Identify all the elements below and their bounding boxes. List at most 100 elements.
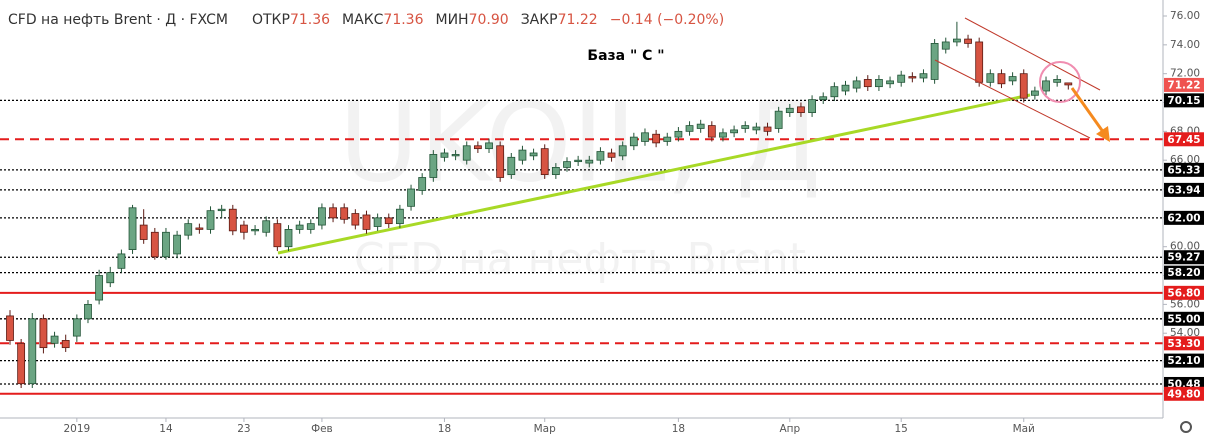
- candle-body: [964, 38, 972, 44]
- candle-body: [707, 125, 716, 138]
- change: −0.14 (−0.20%): [610, 12, 724, 28]
- candle-body: [953, 38, 961, 43]
- candle-body: [184, 223, 193, 236]
- level-label-box: [1164, 210, 1204, 225]
- x-tick-label: Май: [1013, 423, 1035, 435]
- level-label-box: [1164, 93, 1204, 108]
- candle-body: [95, 275, 104, 301]
- candle-body: [663, 136, 672, 142]
- y-tick-label: 56.00: [1170, 298, 1200, 310]
- candle-body: [975, 41, 984, 83]
- candle-body: [195, 227, 204, 230]
- level-label-box: [1164, 182, 1204, 197]
- candle-body: [841, 84, 850, 92]
- candle-body: [1019, 73, 1028, 99]
- candle-body: [50, 335, 59, 344]
- level-label-box: [1164, 162, 1204, 177]
- candle-body: [295, 224, 304, 230]
- candle-body: [318, 207, 326, 226]
- candle-body: [228, 208, 237, 232]
- level-label-box: [1164, 336, 1204, 351]
- candle-body: [763, 126, 772, 132]
- candle-body: [462, 145, 471, 161]
- channel-upper: [964, 17, 1101, 91]
- candle-body: [997, 73, 1006, 85]
- arrow-head: [1096, 126, 1110, 142]
- level-label: 59.27: [1167, 252, 1200, 264]
- level-label-box: [1164, 285, 1204, 300]
- candle-body: [1053, 79, 1062, 83]
- candle-body: [819, 96, 828, 101]
- candle-body: [217, 208, 226, 212]
- level-label-box: [1164, 353, 1204, 368]
- level-label: 56.80: [1167, 287, 1200, 299]
- candle-body: [329, 207, 337, 219]
- x-tick-label: Фев: [311, 423, 333, 435]
- candle-body: [685, 125, 694, 132]
- axes: 50.0052.0054.0056.0058.0060.0062.0064.00…: [63, 10, 1204, 435]
- candle-body: [240, 224, 248, 233]
- candle-body: [407, 188, 415, 207]
- candle-body: [351, 213, 360, 226]
- settings-icon[interactable]: [1180, 421, 1192, 433]
- level-label: 49.80: [1167, 388, 1200, 400]
- candle-body: [139, 224, 148, 240]
- symbol: CFD на нефть Brent · Д · FXCM: [8, 12, 228, 28]
- candle-body: [72, 318, 81, 337]
- level-label: 62.00: [1167, 212, 1200, 224]
- candle-body: [752, 126, 761, 131]
- y-tick-label: 74.00: [1170, 39, 1200, 51]
- candle-body: [674, 130, 683, 138]
- level-label-box: [1164, 132, 1204, 147]
- level-label: 58.20: [1167, 267, 1200, 279]
- candle-body: [886, 80, 894, 85]
- candle-body: [551, 167, 560, 176]
- candle-body: [39, 318, 48, 349]
- candle-body: [719, 132, 727, 138]
- level-label-box: [1164, 311, 1204, 326]
- candle-body: [429, 154, 438, 178]
- candle-body: [384, 217, 393, 225]
- candle-body: [540, 148, 549, 176]
- candle-body: [563, 161, 571, 168]
- ohlc-value: 71.22: [558, 12, 598, 28]
- x-tick-label: 15: [895, 423, 908, 435]
- candle-body: [941, 41, 950, 50]
- candle-body: [986, 73, 995, 83]
- candle-body: [696, 123, 705, 129]
- candle-body: [641, 132, 649, 142]
- y-tick-label: 72.00: [1170, 68, 1200, 80]
- candle-body: [875, 79, 883, 88]
- candle-body: [863, 79, 872, 88]
- candle-body: [852, 80, 861, 89]
- x-tick-label: 23: [237, 423, 250, 435]
- candle-body: [6, 315, 14, 341]
- candle-body: [797, 106, 805, 114]
- candle-body: [730, 129, 738, 134]
- channel-lower: [934, 59, 1091, 139]
- candle-body: [395, 208, 404, 225]
- x-tick-label: 14: [159, 423, 173, 435]
- candle-body: [830, 86, 839, 98]
- y-tick-label: 54.00: [1170, 327, 1200, 339]
- level-label-box: [1164, 386, 1204, 401]
- candle-body: [440, 152, 449, 158]
- candle-body: [362, 214, 371, 230]
- candle-body: [596, 151, 605, 161]
- candle-body: [518, 149, 527, 161]
- candle-body: [273, 223, 282, 248]
- candle-body: [418, 177, 427, 191]
- ohlc-label: МИН: [436, 12, 469, 28]
- candles: [6, 21, 1073, 389]
- candle-body: [741, 125, 750, 129]
- ohlc-label: ЗАКР: [521, 12, 558, 28]
- level-label-box: [1164, 250, 1204, 265]
- watermark-name: CFD на нефть Brent: [354, 234, 806, 285]
- candle-body: [1064, 82, 1073, 86]
- last-price-label: 71.22: [1167, 79, 1200, 91]
- y-tick-label: 60.00: [1170, 241, 1200, 253]
- candle-body: [128, 207, 137, 250]
- annotation: База " С ": [587, 48, 664, 64]
